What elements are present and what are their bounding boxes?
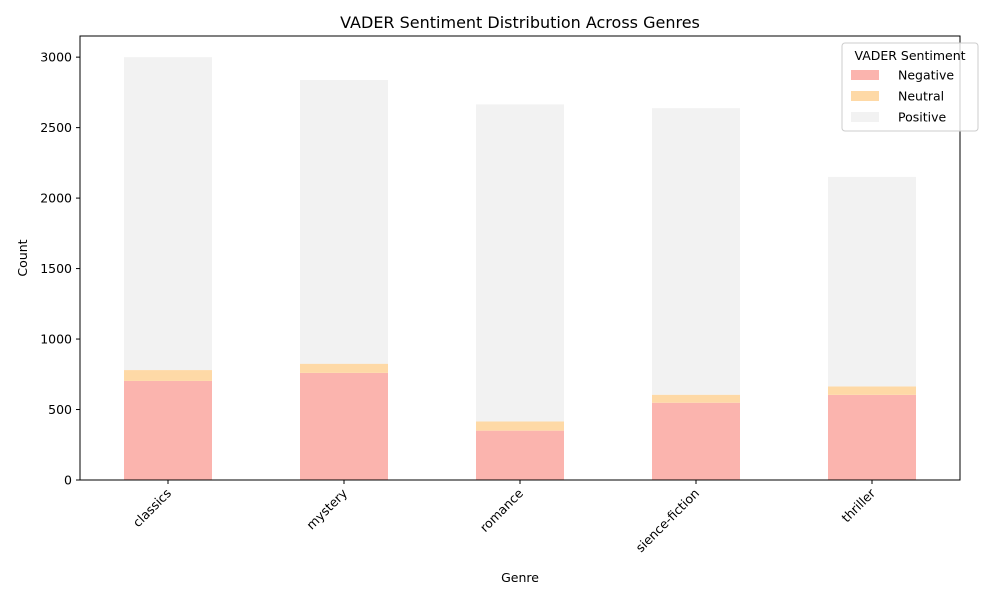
y-tick-label: 0 (64, 473, 72, 488)
legend-items: Negative Neutral Positive (851, 68, 954, 125)
bar-romance-negative (476, 430, 564, 480)
y-tick-label: 2500 (40, 120, 72, 135)
y-tick-label: 2000 (40, 191, 72, 206)
bar-sience-fiction-positive (652, 108, 740, 395)
x-tick-label: classics (130, 486, 174, 530)
bar-sience-fiction-neutral (652, 394, 740, 403)
legend-title: VADER Sentiment (854, 48, 965, 63)
legend-label-neutral: Neutral (898, 89, 944, 104)
legend-swatch-neutral (851, 91, 879, 101)
y-axis-label: Count (15, 239, 30, 276)
bar-classics-positive (124, 57, 212, 371)
x-tick-label: mystery (303, 485, 350, 532)
bar-thriller-negative (828, 394, 916, 480)
y-tick-label: 1000 (40, 332, 72, 347)
legend-swatch-positive (851, 112, 879, 122)
x-tick-label: thriller (838, 485, 878, 525)
chart-title: VADER Sentiment Distribution Across Genr… (340, 13, 700, 32)
y-axis-ticks: 0 500 1000 1500 2000 2500 3000 (40, 50, 80, 488)
x-axis-label: Genre (501, 570, 539, 585)
legend-label-positive: Positive (898, 110, 946, 125)
legend-box (841, 42, 979, 132)
legend-swatch-negative (851, 70, 879, 80)
bar-romance-neutral (476, 421, 564, 431)
bar-sience-fiction-negative (652, 402, 740, 480)
bar-romance-positive (476, 104, 564, 422)
y-tick-label: 3000 (40, 50, 72, 65)
y-tick-label: 500 (48, 402, 72, 417)
bar-mystery-negative (300, 372, 388, 480)
y-tick-label: 1500 (40, 261, 72, 276)
bar-mystery-neutral (300, 363, 388, 373)
bars-layer (124, 57, 916, 480)
legend-label-negative: Negative (898, 68, 954, 83)
bar-thriller-neutral (828, 386, 916, 395)
bar-classics-neutral (124, 370, 212, 381)
x-tick-label: sience-fiction (633, 486, 703, 556)
bar-thriller-positive (828, 176, 916, 387)
bar-classics-negative (124, 380, 212, 480)
x-tick-label: romance (477, 485, 527, 535)
legend: VADER Sentiment Negative Neutral Positive (841, 42, 979, 132)
bar-mystery-positive (300, 79, 388, 364)
x-axis-ticks: classics mystery romance sience-fiction thri… (130, 480, 879, 555)
